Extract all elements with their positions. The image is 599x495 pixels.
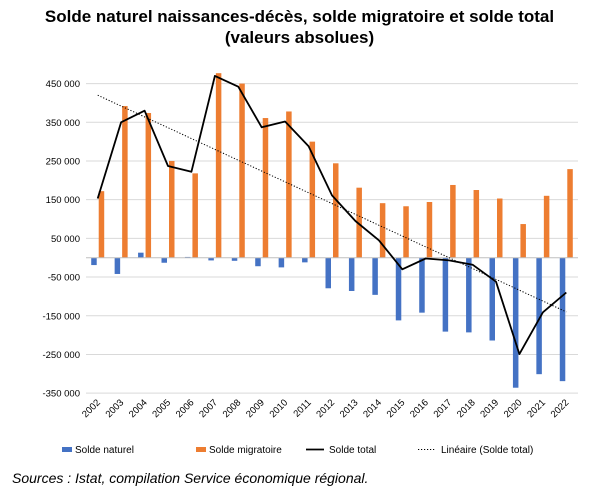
bar-solde-naturel bbox=[325, 257, 331, 289]
bar-solde-naturel bbox=[442, 257, 449, 332]
x-tick-label: 2022 bbox=[549, 397, 572, 420]
x-tick-label: 2003 bbox=[104, 397, 127, 420]
legend-label: Solde naturel bbox=[75, 445, 134, 456]
legend-solde-naturel: Solde naturel bbox=[62, 445, 134, 456]
legend-label: Linéaire (Solde total) bbox=[441, 445, 533, 456]
y-axis-ticks: 450 000 350 000 250 000 150 000 50 000 -50 00… bbox=[42, 79, 80, 400]
x-tick-label: 2020 bbox=[502, 397, 525, 420]
bar-solde-naturel bbox=[114, 257, 121, 274]
legend-trendline: Linéaire (Solde total) bbox=[418, 445, 533, 456]
bar-solde-migratoire bbox=[567, 169, 573, 258]
bar-solde-migratoire bbox=[145, 113, 152, 258]
bar-solde-migratoire bbox=[286, 111, 292, 258]
x-tick-label: 2018 bbox=[455, 397, 478, 420]
bar-solde-naturel bbox=[138, 252, 144, 258]
bar-solde-naturel bbox=[278, 257, 285, 268]
x-tick-label: 2021 bbox=[525, 397, 548, 420]
legend-swatch bbox=[62, 447, 72, 452]
bar-solde-migratoire bbox=[122, 106, 128, 258]
legend-solde-migratoire: Solde migratoire bbox=[196, 445, 282, 456]
bar-solde-migratoire bbox=[497, 198, 503, 258]
x-tick-label: 2017 bbox=[432, 397, 455, 420]
bar-solde-migratoire bbox=[309, 141, 316, 258]
bar-solde-migratoire bbox=[450, 184, 456, 258]
x-tick-label: 2011 bbox=[291, 397, 313, 419]
bar-solde-migratoire bbox=[426, 202, 433, 258]
bar-solde-migratoire bbox=[215, 73, 222, 258]
bar-solde-migratoire bbox=[379, 203, 386, 258]
bar-solde-naturel bbox=[489, 257, 495, 341]
bar-solde-migratoire bbox=[520, 224, 526, 258]
source-note: Sources : Istat, compilation Service éco… bbox=[12, 470, 369, 486]
bar-solde-naturel bbox=[231, 257, 238, 261]
y-tick-label: 150 000 bbox=[46, 195, 80, 206]
legend-label: Solde total bbox=[329, 445, 376, 456]
x-tick-label: 2007 bbox=[197, 397, 220, 420]
legend: Solde naturel Solde migratoire Solde total… bbox=[62, 445, 533, 456]
bar-solde-migratoire bbox=[98, 191, 105, 258]
bar-solde-migratoire bbox=[169, 160, 175, 258]
bar-solde-naturel bbox=[536, 257, 542, 375]
bar-solde-naturel bbox=[208, 257, 214, 261]
y-tick-label: -350 000 bbox=[42, 389, 80, 400]
x-tick-label: 2013 bbox=[338, 397, 361, 420]
bar-solde-migratoire bbox=[192, 173, 198, 258]
bar-solde-naturel bbox=[302, 257, 308, 263]
chart-title-line-2: (valeurs absolues) bbox=[224, 28, 375, 47]
x-tick-label: 2010 bbox=[268, 397, 291, 420]
bar-solde-migratoire bbox=[262, 118, 269, 258]
bar-solde-naturel bbox=[348, 257, 355, 291]
x-tick-label: 2004 bbox=[127, 397, 150, 420]
legend-solde-total: Solde total bbox=[306, 445, 376, 456]
legend-label: Solde migratoire bbox=[209, 445, 282, 456]
bar-solde-migratoire bbox=[543, 195, 550, 258]
x-tick-label: 2006 bbox=[174, 397, 197, 420]
gridlines bbox=[86, 83, 578, 394]
bar-solde-naturel bbox=[419, 257, 425, 313]
chart-title: Solde naturel naissances-décès, solde mi… bbox=[0, 6, 599, 48]
x-tick-label: 2008 bbox=[221, 397, 244, 420]
y-tick-label: 50 000 bbox=[51, 234, 80, 245]
bar-solde-naturel bbox=[395, 257, 402, 321]
bar-solde-migratoire bbox=[403, 206, 409, 258]
bar-solde-naturel bbox=[161, 257, 167, 263]
bar-solde-migratoire bbox=[333, 163, 339, 258]
y-tick-label: -50 000 bbox=[48, 273, 80, 284]
x-axis-ticks: 2002 2003 2004 2005 2006 2007 2008 2009 2010 2011… bbox=[80, 397, 571, 420]
bar-solde-naturel bbox=[255, 257, 261, 267]
lines bbox=[96, 75, 567, 356]
bar-solde-migratoire bbox=[356, 187, 362, 258]
x-tick-label: 2019 bbox=[478, 397, 501, 420]
x-tick-label: 2005 bbox=[150, 397, 173, 420]
y-tick-label: 350 000 bbox=[46, 118, 80, 129]
trendline-solde-total bbox=[97, 94, 567, 313]
chart-title-line-1: Solde naturel naissances-décès, solde mi… bbox=[44, 7, 555, 26]
y-tick-label: 250 000 bbox=[46, 156, 80, 167]
bar-solde-naturel bbox=[559, 257, 566, 382]
x-tick-label: 2009 bbox=[244, 397, 267, 420]
x-tick-label: 2015 bbox=[385, 397, 408, 420]
legend-swatch bbox=[196, 447, 206, 452]
line-solde-total bbox=[96, 75, 567, 356]
y-tick-label: -250 000 bbox=[42, 350, 80, 361]
y-tick-label: -150 000 bbox=[42, 311, 80, 322]
x-tick-label: 2002 bbox=[80, 397, 103, 420]
x-tick-label: 2012 bbox=[314, 397, 337, 420]
bar-solde-migratoire bbox=[473, 190, 480, 258]
bar-solde-migratoire bbox=[239, 83, 245, 258]
bar-solde-naturel bbox=[512, 257, 519, 388]
bar-solde-naturel bbox=[466, 257, 472, 333]
bar-solde-naturel bbox=[372, 257, 378, 295]
bars bbox=[91, 73, 573, 388]
x-tick-label: 2014 bbox=[361, 397, 384, 420]
y-tick-label: 450 000 bbox=[46, 79, 80, 90]
x-tick-label: 2016 bbox=[408, 397, 431, 420]
bar-solde-naturel bbox=[91, 257, 97, 266]
